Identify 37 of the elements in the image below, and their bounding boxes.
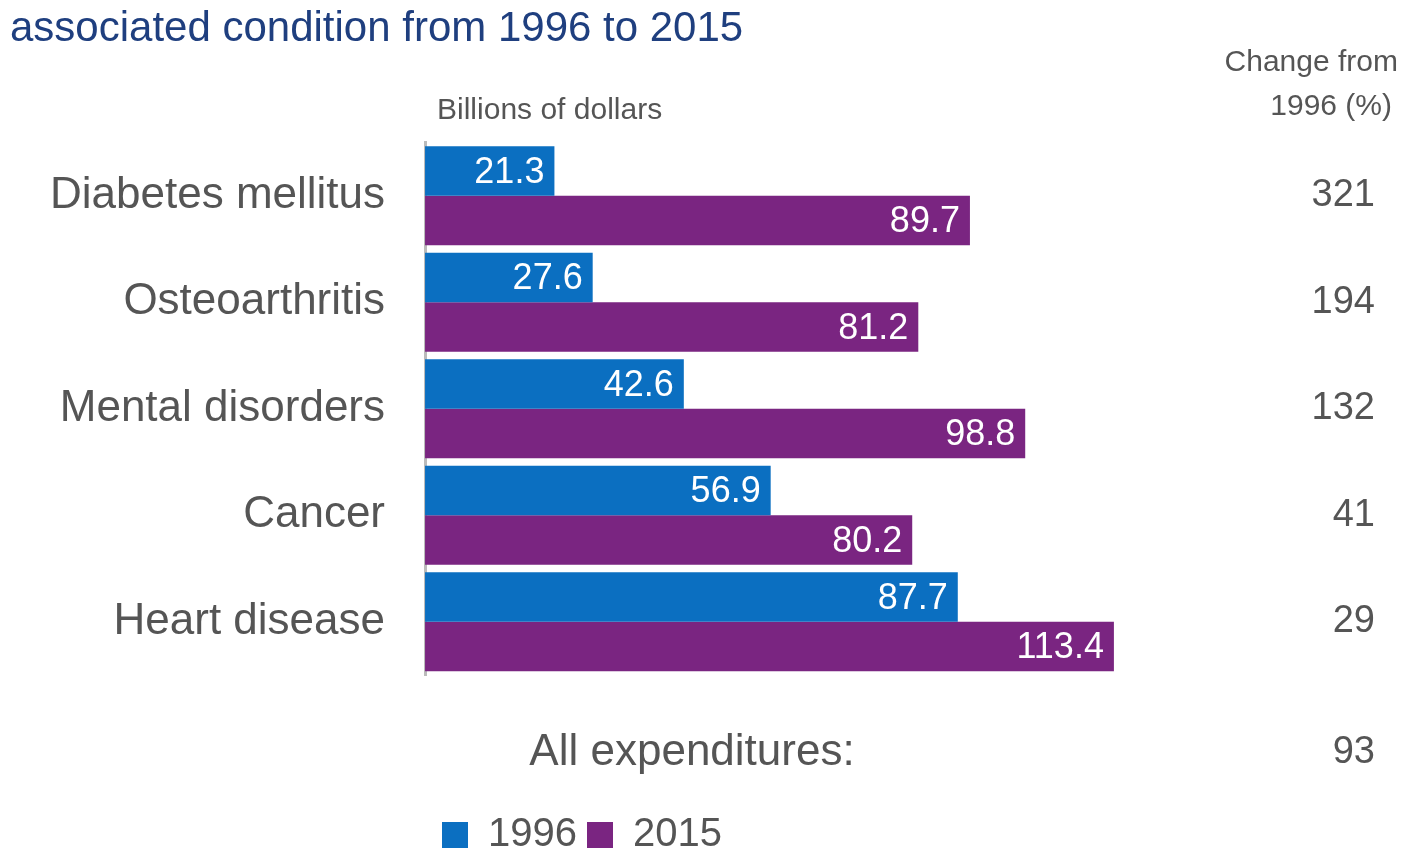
- bar: [425, 408, 1026, 459]
- bar: [425, 621, 1114, 672]
- legend-label: 2015: [633, 810, 722, 855]
- bar: [425, 195, 970, 246]
- text: Billions of dollars: [437, 91, 663, 125]
- text: 321: [1311, 172, 1375, 215]
- y-tick-label: Osteoarthritis: [123, 274, 386, 324]
- text: 132: [1311, 385, 1375, 428]
- bar: [425, 302, 919, 352]
- y-tick-label: Mental disorders: [59, 380, 386, 430]
- data-label: 81.2: [838, 305, 909, 347]
- data-label: 21.3: [474, 149, 545, 191]
- y-tick-label: Heart disease: [113, 593, 386, 643]
- data-label: 87.7: [877, 575, 948, 617]
- data-label: 89.7: [889, 199, 960, 241]
- bar: [425, 572, 958, 622]
- bar: [425, 252, 593, 303]
- data-label: 56.9: [690, 469, 761, 511]
- y-tick-label: Diabetes mellitus: [50, 167, 386, 217]
- text: Change from 1996 (%): [1224, 43, 1398, 121]
- legend-label: 1996: [488, 810, 577, 855]
- bar: [425, 146, 555, 196]
- data-label: 27.6: [512, 256, 583, 298]
- y-tick-label: Cancer: [243, 487, 386, 537]
- data-label: 42.6: [603, 362, 674, 404]
- text: 194: [1311, 278, 1375, 321]
- bar: [425, 465, 771, 516]
- chart-title: associated condition from 1996 to 2015: [10, 2, 744, 50]
- bar: [425, 515, 913, 565]
- data-label: 80.2: [832, 518, 903, 560]
- text: 41: [1332, 491, 1375, 534]
- text: 93: [1332, 729, 1375, 772]
- text: All expenditures:: [529, 725, 855, 775]
- data-label: 113.4: [1016, 625, 1104, 667]
- bar: [425, 359, 684, 409]
- data-label: 98.8: [945, 412, 1016, 454]
- text: 29: [1332, 598, 1375, 641]
